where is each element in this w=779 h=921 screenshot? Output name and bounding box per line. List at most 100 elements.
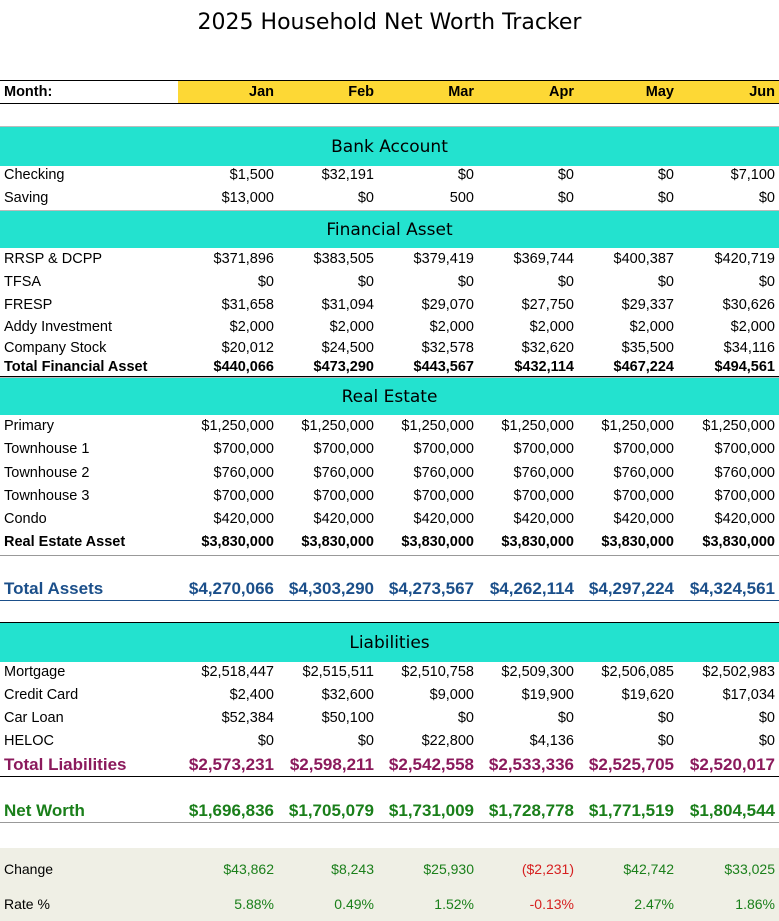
cell-company-feb[interactable]: $24,500	[321, 340, 374, 356]
cell-saving-may[interactable]: $0	[657, 190, 674, 206]
cell-company-may[interactable]: $35,500	[621, 340, 674, 356]
cell-fresp-may[interactable]: $29,337	[621, 297, 674, 313]
cell-total-financial-jun[interactable]: $494,561	[714, 358, 775, 375]
row-total-liabilities[interactable]: Total Liabilities $2,573,231 $2,598,211 $2,…	[0, 753, 779, 777]
row-townhouse-2[interactable]: Townhouse 2 $760,000 $760,000 $760,000 $760,…	[0, 462, 779, 484]
month-may[interactable]: May	[645, 84, 674, 100]
month-mar[interactable]: Mar	[448, 84, 474, 100]
row-total-assets[interactable]: Total Assets $4,270,066 $4,303,290 $4,273,5…	[0, 577, 779, 601]
cell-total-financial-feb[interactable]: $473,290	[313, 358, 374, 375]
cell-tfsa-apr[interactable]: $0	[557, 274, 574, 290]
row-real-estate-asset[interactable]: Real Estate Asset $3,830,000 $3,830,000 $3,…	[0, 531, 779, 553]
cell-change-jun[interactable]: $33,025	[724, 861, 775, 877]
cell-condo-may[interactable]: $420,000	[613, 511, 674, 527]
cell-change-jan[interactable]: $43,862	[223, 861, 274, 877]
cell-total-liabilities-may[interactable]: $2,525,705	[588, 754, 674, 774]
row-tfsa[interactable]: TFSA $0 $0 $0 $0 $0 $0	[0, 271, 779, 293]
cell-car-loan-jan[interactable]: $52,384	[221, 710, 274, 726]
cell-rrsp-may[interactable]: $400,387	[613, 251, 674, 267]
row-rate[interactable]: Rate % 5.88% 0.49% 1.52% -0.13% 2.47% 1.86%	[0, 893, 779, 915]
cell-primary-feb[interactable]: $1,250,000	[301, 418, 374, 434]
row-heloc[interactable]: HELOC $0 $0 $22,800 $4,136 $0 $0	[0, 730, 779, 752]
cell-total-assets-may[interactable]: $4,297,224	[588, 578, 674, 598]
cell-rate-jun[interactable]: 1.86%	[735, 896, 775, 912]
cell-net-worth-feb[interactable]: $1,705,079	[288, 800, 374, 820]
cell-total-liabilities-apr[interactable]: $2,533,336	[488, 754, 574, 774]
cell-tfsa-jun[interactable]: $0	[758, 274, 775, 290]
cell-rate-apr[interactable]: -0.13%	[529, 896, 574, 912]
row-townhouse-3[interactable]: Townhouse 3 $700,000 $700,000 $700,000 $700,…	[0, 485, 779, 507]
cell-primary-mar[interactable]: $1,250,000	[401, 418, 474, 434]
cell-total-assets-apr[interactable]: $4,262,114	[489, 578, 574, 598]
cell-condo-jun[interactable]: $420,000	[714, 511, 775, 527]
cell-heloc-jun[interactable]: $0	[758, 733, 775, 749]
cell-townhouse3-jan[interactable]: $700,000	[213, 488, 274, 504]
cell-townhouse2-mar[interactable]: $760,000	[413, 465, 474, 481]
cell-total-assets-mar[interactable]: $4,273,567	[388, 578, 474, 598]
cell-checking-feb[interactable]: $32,191	[321, 167, 374, 183]
row-mortgage[interactable]: Mortgage $2,518,447 $2,515,511 $2,510,758 $2…	[0, 661, 779, 683]
row-fresp[interactable]: FRESP $31,658 $31,094 $29,070 $27,750 $29,337…	[0, 294, 779, 316]
cell-real-estate-asset-feb[interactable]: $3,830,000	[301, 534, 374, 550]
row-change[interactable]: Change $43,862 $8,243 $25,930 ($2,231) $42,74…	[0, 858, 779, 880]
cell-townhouse3-apr[interactable]: $700,000	[513, 488, 574, 504]
row-saving[interactable]: Saving $13,000 $0 500 $0 $0 $0	[0, 187, 779, 209]
cell-car-loan-may[interactable]: $0	[657, 710, 674, 726]
cell-credit-card-may[interactable]: $19,620	[621, 687, 674, 703]
cell-total-financial-mar[interactable]: $443,567	[413, 358, 474, 375]
cell-heloc-feb[interactable]: $0	[357, 733, 374, 749]
month-feb[interactable]: Feb	[348, 84, 374, 100]
cell-rrsp-jun[interactable]: $420,719	[714, 251, 775, 267]
cell-total-financial-apr[interactable]: $432,114	[514, 358, 574, 375]
cell-credit-card-mar[interactable]: $9,000	[429, 687, 474, 703]
cell-real-estate-asset-jun[interactable]: $3,830,000	[702, 534, 775, 550]
cell-net-worth-jan[interactable]: $1,696,836	[188, 800, 274, 820]
row-addy-investment[interactable]: Addy Investment $2,000 $2,000 $2,000 $2,000 $…	[0, 316, 779, 338]
cell-townhouse1-jun[interactable]: $700,000	[714, 441, 775, 457]
cell-fresp-apr[interactable]: $27,750	[521, 297, 574, 313]
cell-net-worth-may[interactable]: $1,771,519	[588, 800, 674, 820]
cell-saving-mar[interactable]: 500	[449, 190, 474, 206]
cell-real-estate-asset-jan[interactable]: $3,830,000	[201, 534, 274, 550]
cell-mortgage-apr[interactable]: $2,509,300	[501, 664, 574, 680]
cell-saving-feb[interactable]: $0	[357, 190, 374, 206]
cell-credit-card-feb[interactable]: $32,600	[321, 687, 374, 703]
month-jun[interactable]: Jun	[749, 84, 775, 100]
cell-townhouse2-jan[interactable]: $760,000	[213, 465, 274, 481]
cell-addy-apr[interactable]: $2,000	[529, 319, 574, 335]
cell-rate-jan[interactable]: 5.88%	[234, 896, 274, 912]
cell-fresp-mar[interactable]: $29,070	[421, 297, 474, 313]
cell-total-liabilities-mar[interactable]: $2,542,558	[388, 754, 474, 774]
cell-townhouse3-feb[interactable]: $700,000	[313, 488, 374, 504]
cell-company-jun[interactable]: $34,116	[723, 340, 775, 356]
cell-credit-card-apr[interactable]: $19,900	[521, 687, 574, 703]
row-checking[interactable]: Checking $1,500 $32,191 $0 $0 $0 $7,100	[0, 164, 779, 186]
cell-townhouse1-mar[interactable]: $700,000	[413, 441, 474, 457]
cell-primary-jun[interactable]: $1,250,000	[702, 418, 775, 434]
cell-car-loan-mar[interactable]: $0	[457, 710, 474, 726]
cell-real-estate-asset-mar[interactable]: $3,830,000	[401, 534, 474, 550]
month-apr[interactable]: Apr	[549, 84, 574, 100]
cell-addy-jun[interactable]: $2,000	[730, 319, 775, 335]
cell-rate-feb[interactable]: 0.49%	[334, 896, 374, 912]
cell-townhouse1-jan[interactable]: $700,000	[213, 441, 274, 457]
cell-townhouse2-may[interactable]: $760,000	[613, 465, 674, 481]
row-townhouse-1[interactable]: Townhouse 1 $700,000 $700,000 $700,000 $700,…	[0, 438, 779, 460]
cell-rrsp-mar[interactable]: $379,419	[413, 251, 474, 267]
cell-change-feb[interactable]: $8,243	[331, 861, 374, 877]
cell-total-financial-may[interactable]: $467,224	[613, 358, 674, 375]
row-condo[interactable]: Condo $420,000 $420,000 $420,000 $420,000 $42…	[0, 508, 779, 530]
cell-total-liabilities-feb[interactable]: $2,598,211	[289, 754, 374, 774]
cell-company-apr[interactable]: $32,620	[521, 340, 574, 356]
cell-addy-mar[interactable]: $2,000	[429, 319, 474, 335]
cell-change-mar[interactable]: $25,930	[423, 861, 474, 877]
cell-condo-mar[interactable]: $420,000	[413, 511, 474, 527]
cell-heloc-apr[interactable]: $4,136	[529, 733, 574, 749]
month-jan[interactable]: Jan	[249, 84, 274, 100]
row-rrsp[interactable]: RRSP & DCPP $371,896 $383,505 $379,419 $369,…	[0, 248, 779, 270]
cell-townhouse3-may[interactable]: $700,000	[613, 488, 674, 504]
cell-heloc-jan[interactable]: $0	[257, 733, 274, 749]
cell-total-assets-jun[interactable]: $4,324,561	[689, 578, 775, 598]
cell-townhouse1-apr[interactable]: $700,000	[513, 441, 574, 457]
cell-car-loan-apr[interactable]: $0	[557, 710, 574, 726]
